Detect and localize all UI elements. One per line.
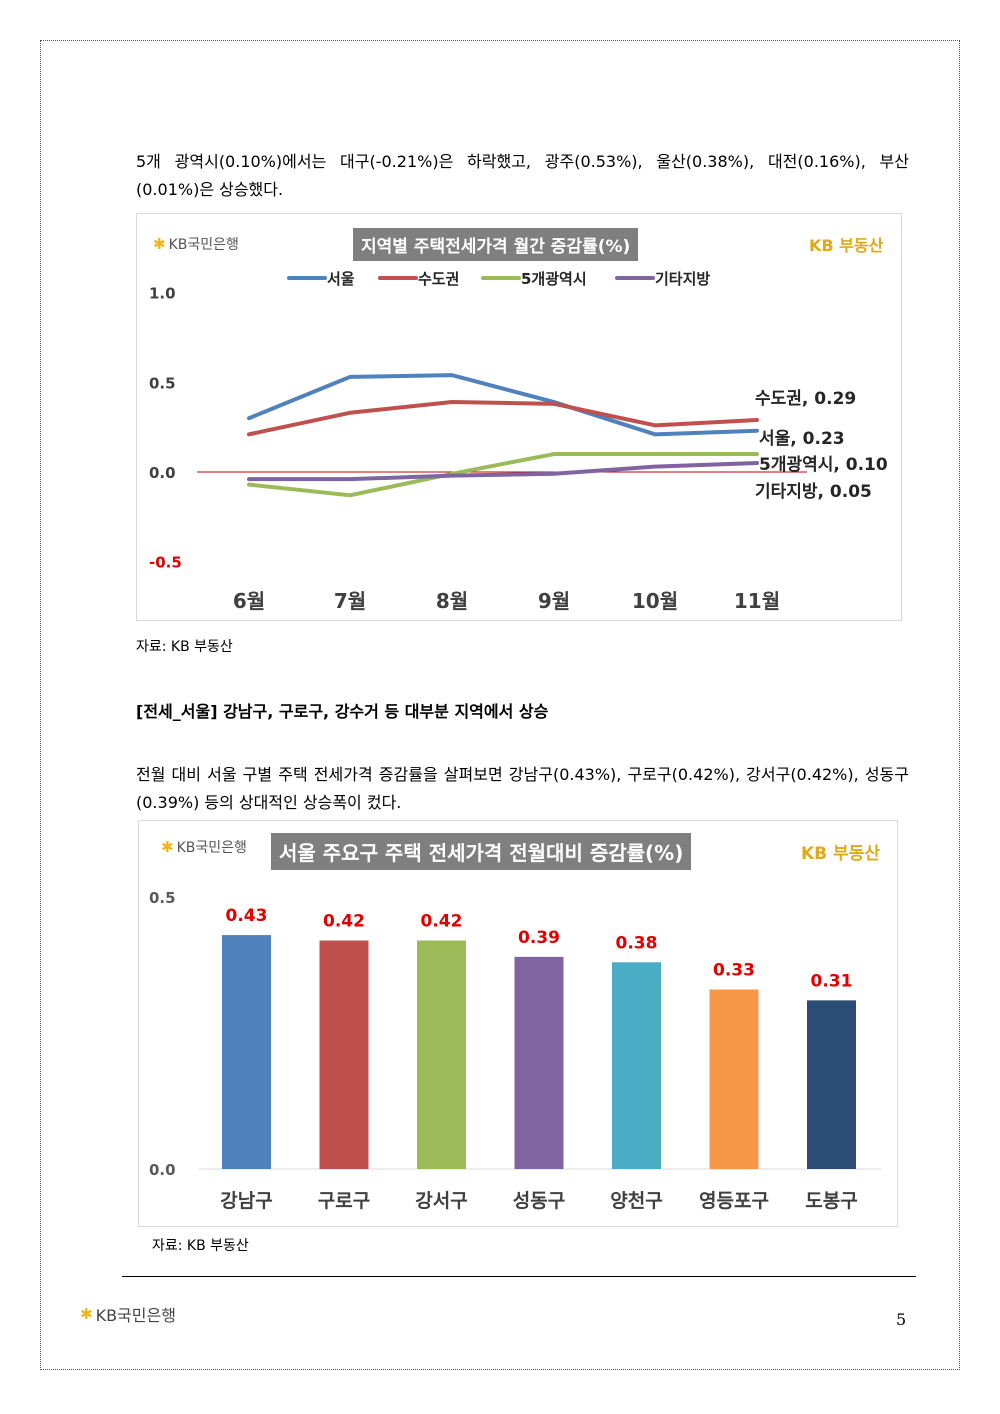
page-number: 5 <box>896 1310 907 1329</box>
bar <box>222 935 271 1169</box>
data-point <box>755 418 759 422</box>
data-point <box>450 373 454 377</box>
chart-title: 지역별 주택전세가격 월간 증감률(%) <box>353 228 639 261</box>
kb-bank-logo: ✱ KB국민은행 <box>161 837 247 857</box>
data-point <box>755 461 759 465</box>
paragraph-metro-cities: 5개 광역시(0.10%)에서는 대구(-0.21%)은 하락했고, 광주(0.… <box>136 152 909 199</box>
series-end-label: 서울, 0.23 <box>759 429 845 449</box>
chart-title: 서울 주요구 주택 전세가격 전월대비 증감률(%) <box>271 833 692 870</box>
x-tick-label: 7월 <box>334 589 366 613</box>
kb-star-icon: ✱ <box>161 838 174 856</box>
legend-label: 5개광역시 <box>521 270 587 288</box>
x-tick-label: 성동구 <box>513 1190 565 1212</box>
bar-value-label: 0.43 <box>226 906 268 926</box>
data-point <box>348 477 352 481</box>
series-line <box>247 452 759 498</box>
data-point <box>755 452 759 456</box>
series-line <box>247 461 759 482</box>
data-point <box>552 402 556 406</box>
y-tick-label: -0.5 <box>149 554 182 572</box>
chart2-source: 자료: KB 부동산 <box>152 1238 249 1254</box>
series-end-label: 5개광역시, 0.10 <box>759 455 888 475</box>
bar <box>319 940 369 1169</box>
series-line <box>247 400 759 437</box>
data-point <box>348 411 352 415</box>
section-heading: [전세_서울] 강남구, 구로구, 강수거 등 대부분 지역에서 상승 <box>136 702 549 721</box>
footer-logo: ✱ KB국민은행 <box>80 1302 176 1326</box>
page-border <box>40 40 960 1370</box>
data-point <box>348 375 352 379</box>
bar <box>612 962 661 1169</box>
x-tick-label: 6월 <box>233 589 265 613</box>
kb-realestate-logo: KB 부동산 <box>809 236 884 255</box>
data-point <box>348 493 352 497</box>
data-point <box>247 432 251 436</box>
data-point <box>653 452 657 456</box>
chart1-source: 자료: KB 부동산 <box>136 639 233 655</box>
data-point <box>450 400 454 404</box>
kb-realestate-logo: KB 부동산 <box>801 844 880 864</box>
x-tick-label: 도봉구 <box>805 1190 857 1212</box>
y-tick-label: 1.0 <box>149 285 176 303</box>
x-tick-label: 10월 <box>632 589 678 613</box>
bar-value-label: 0.39 <box>518 928 560 948</box>
x-tick-label: 영등포구 <box>699 1190 769 1212</box>
series-line <box>247 373 759 437</box>
bar <box>514 956 564 1169</box>
data-point <box>552 472 556 476</box>
x-tick-label: 11월 <box>734 589 780 613</box>
data-point <box>755 429 759 433</box>
bar-value-label: 0.31 <box>811 971 853 991</box>
seoul-district-bar-chart: ✱ KB국민은행 서울 주요구 주택 전세가격 전월대비 증감률(%) KB 부… <box>138 820 898 1227</box>
y-tick-label: 0.0 <box>149 464 176 482</box>
kb-star-icon: ✱ <box>153 235 166 253</box>
paragraph-seoul-districts: 전월 대비 서울 구별 주택 전세가격 증감률을 살펴보면 강남구(0.43%)… <box>136 765 909 812</box>
legend-label: 수도권 <box>418 270 459 288</box>
series-end-label: 수도권, 0.29 <box>755 389 856 409</box>
data-point <box>450 474 454 478</box>
x-tick-label: 구로구 <box>318 1190 370 1212</box>
x-tick-label: 9월 <box>538 589 570 613</box>
bar-value-label: 0.33 <box>713 960 755 980</box>
bar-value-label: 0.42 <box>323 912 365 932</box>
x-tick-label: 8월 <box>436 589 468 613</box>
bar <box>807 1000 856 1169</box>
bar-value-label: 0.42 <box>421 912 463 932</box>
kb-bank-logo-text: KB국민은행 <box>168 237 239 253</box>
kb-bank-logo: ✱ KB국민은행 <box>153 234 239 254</box>
regional-jeonse-line-chart: ✱ KB국민은행 지역별 주택전세가격 월간 증감률(%) KB 부동산 1.0… <box>136 213 902 621</box>
data-point <box>247 483 251 487</box>
kb-bank-logo-text: KB국민은행 <box>176 840 247 856</box>
y-tick-label: 0.0 <box>149 1161 176 1179</box>
footer-logo-text: KB국민은행 <box>95 1306 176 1325</box>
footer-divider <box>122 1276 916 1277</box>
data-point <box>247 477 251 481</box>
bar-chart-plot: 0.5 0.0 0.43 강남구 0.42 구로구 0.42 강서구 0.39 성동구 0.38 양천… <box>149 889 881 1212</box>
legend-label: 기타지방 <box>655 270 710 288</box>
x-tick-label: 양천구 <box>610 1190 662 1212</box>
series-end-label: 기타지방, 0.05 <box>755 482 872 502</box>
data-point <box>552 452 556 456</box>
y-tick-label: 0.5 <box>149 374 176 392</box>
data-point <box>653 423 657 427</box>
x-tick-label: 강남구 <box>220 1190 272 1212</box>
bar <box>417 940 466 1169</box>
bar <box>709 989 759 1169</box>
kb-star-icon: ✱ <box>80 1305 93 1323</box>
y-tick-label: 0.5 <box>149 889 176 907</box>
data-point <box>247 416 251 420</box>
bar-value-label: 0.38 <box>616 933 658 953</box>
data-point <box>653 432 657 436</box>
data-point <box>653 465 657 469</box>
legend-label: 서울 <box>327 270 355 288</box>
x-tick-label: 강서구 <box>415 1190 467 1212</box>
